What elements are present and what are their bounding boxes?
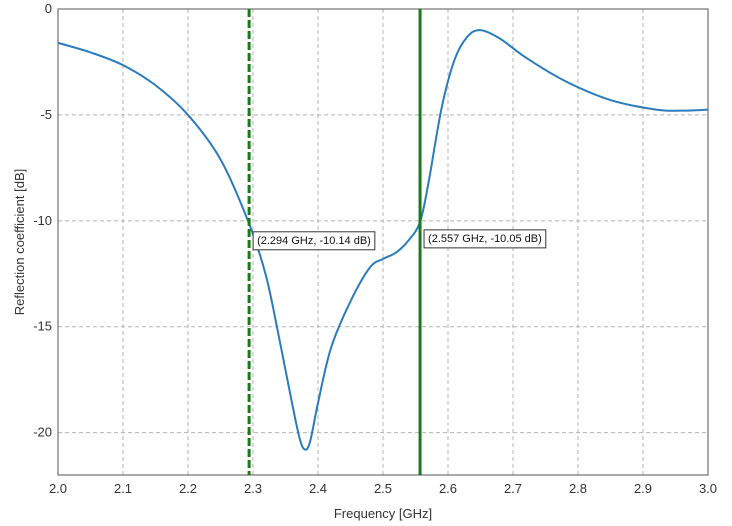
x-tick-label: 2.1	[114, 481, 132, 496]
marker-layer: (2.294 GHz, -10.14 dB) (2.557 GHz, -10.05…	[247, 9, 547, 475]
series-layer	[57, 29, 709, 451]
x-tick-labels: 2.0 2.1 2.2 2.3 2.4 2.5 2.6 2.7 2.8 2.9 3.0	[49, 481, 717, 496]
x-tick-label: 2.7	[504, 481, 522, 496]
y-tick-label: -20	[33, 425, 52, 440]
x-tick-label: 2.8	[569, 481, 587, 496]
x-tick-label: 2.0	[49, 481, 67, 496]
y-tick-label: 0	[45, 1, 52, 16]
reflection-curve	[57, 29, 709, 451]
y-axis-title: Reflection coefficient [dB]	[12, 169, 27, 315]
annotation-box	[423, 229, 547, 249]
y-tick-label: -5	[40, 107, 52, 122]
x-tick-label: 2.6	[439, 481, 457, 496]
x-axis-title: Frequency [GHz]	[334, 506, 432, 521]
x-tick-label: 2.3	[244, 481, 262, 496]
marker-annotation-2: (2.557 GHz, -10.05 dB)	[423, 229, 547, 249]
marker-annotation-1: (2.294 GHz, -10.14 dB)	[252, 231, 376, 251]
y-tick-label: -10	[33, 213, 52, 228]
grid-layer	[58, 9, 708, 475]
annotation-box	[252, 231, 376, 251]
annotation-label: (2.294 GHz, -10.14 dB)	[257, 235, 371, 247]
x-tick-label: 2.5	[374, 481, 392, 496]
y-tick-labels: 0 -5 -10 -15 -20	[33, 1, 52, 440]
x-tick-label: 2.2	[179, 481, 197, 496]
x-tick-label: 3.0	[699, 481, 717, 496]
x-tick-label: 2.4	[309, 481, 327, 496]
plot-frame	[57, 8, 709, 476]
annotation-label: (2.557 GHz, -10.05 dB)	[428, 233, 542, 245]
y-tick-label: -15	[33, 319, 52, 334]
x-tick-label: 2.9	[634, 481, 652, 496]
